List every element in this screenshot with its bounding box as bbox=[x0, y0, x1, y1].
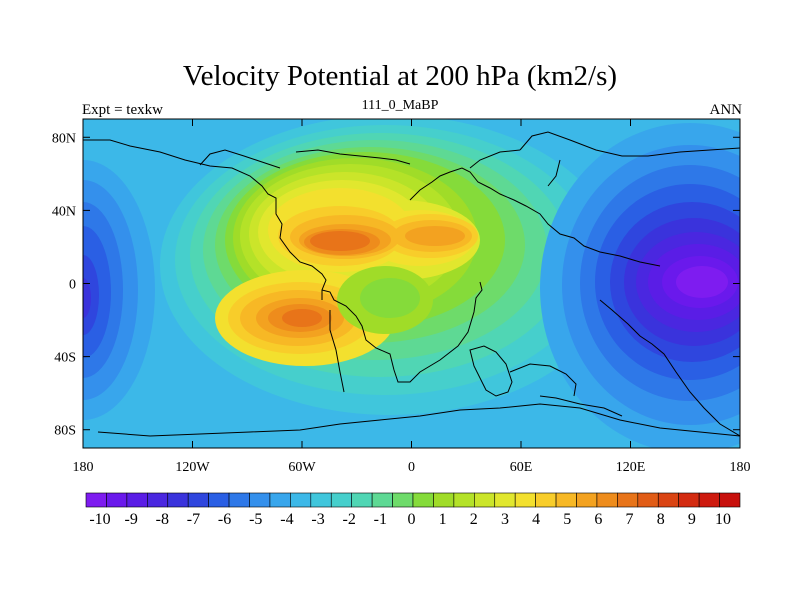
colorbar-swatch bbox=[106, 492, 128, 508]
colorbar-label: -3 bbox=[311, 511, 324, 528]
colorbar-swatch bbox=[290, 492, 312, 508]
coastlines bbox=[83, 131, 740, 437]
x-tick-label: 120E bbox=[616, 460, 646, 475]
colorbar-swatch bbox=[310, 492, 332, 508]
colorbar-swatch bbox=[514, 492, 536, 508]
x-tick-label: 180 bbox=[730, 460, 751, 475]
colorbar-swatch bbox=[249, 492, 271, 508]
colorbar-label: 8 bbox=[657, 511, 665, 528]
colorbar-swatch bbox=[698, 492, 720, 508]
experiment-label: Expt = texkw bbox=[82, 102, 163, 118]
colorbar-label: -8 bbox=[156, 511, 169, 528]
colorbar-swatch bbox=[678, 492, 700, 508]
colorbar-swatch bbox=[596, 492, 618, 508]
colorbar-label: 9 bbox=[688, 511, 696, 528]
colorbar-swatch bbox=[535, 492, 557, 508]
colorbar-swatch bbox=[371, 492, 393, 508]
colorbar-swatch bbox=[474, 492, 496, 508]
colorbar-label: 3 bbox=[501, 511, 509, 528]
colorbar-label: -1 bbox=[374, 511, 387, 528]
colorbar-swatch bbox=[453, 492, 475, 508]
x-tick-label: 180 bbox=[73, 460, 94, 475]
colorbar-swatch bbox=[392, 492, 414, 508]
colorbar-swatch bbox=[637, 492, 659, 508]
x-tick-label: 60E bbox=[510, 460, 533, 475]
colorbar-swatch bbox=[433, 492, 455, 508]
case-label: 111_0_MaBP bbox=[361, 98, 439, 113]
colorbar-swatch bbox=[555, 492, 577, 508]
colorbar-swatch bbox=[208, 492, 230, 508]
contour-field bbox=[83, 119, 740, 448]
colorbar-swatch bbox=[494, 492, 516, 508]
colorbar-label: 7 bbox=[626, 511, 634, 528]
colorbar-swatch bbox=[412, 492, 434, 508]
colorbar-swatch bbox=[657, 492, 679, 508]
colorbar-swatch bbox=[576, 492, 598, 508]
colorbar-swatch bbox=[187, 492, 209, 508]
colorbar-swatch bbox=[269, 492, 291, 508]
y-tick-label: 80N bbox=[52, 131, 76, 146]
colorbar-label: 1 bbox=[439, 511, 447, 528]
colorbar-label: 4 bbox=[532, 511, 540, 528]
chart-title: Velocity Potential at 200 hPa (km2/s) bbox=[182, 60, 618, 92]
y-axis: 80N 40N 0 40S 80S bbox=[52, 131, 740, 439]
colorbar-swatch bbox=[228, 492, 250, 508]
colorbar-label: -5 bbox=[249, 511, 262, 528]
colorbar-label: 0 bbox=[408, 511, 416, 528]
colorbar-swatch bbox=[85, 492, 107, 508]
colorbar-label: 6 bbox=[594, 511, 602, 528]
x-tick-label: 60W bbox=[288, 460, 316, 475]
colorbar-swatch bbox=[351, 492, 373, 508]
y-tick-label: 40S bbox=[54, 351, 76, 366]
colorbar-label: 10 bbox=[715, 511, 731, 528]
colorbar-swatch bbox=[330, 492, 352, 508]
colorbar-label: -2 bbox=[343, 511, 356, 528]
y-tick-label: 0 bbox=[69, 278, 76, 293]
colorbar-swatch bbox=[167, 492, 189, 508]
colorbar-label: -7 bbox=[187, 511, 200, 528]
y-tick-label: 80S bbox=[54, 424, 76, 439]
colorbar: -10 -9 -8 -7 -6 -5 -4 -3 -2 -1 0 1 2 3 4 5 6 7 8 9 10 bbox=[85, 492, 741, 528]
colorbar-label: -10 bbox=[89, 511, 110, 528]
colorbar-swatch bbox=[126, 492, 148, 508]
colorbar-label: 2 bbox=[470, 511, 478, 528]
colorbar-swatch bbox=[147, 492, 169, 508]
x-axis: 180 120W 60W 0 60E 120E 180 bbox=[73, 119, 751, 475]
colorbar-label: 5 bbox=[563, 511, 571, 528]
colorbar-swatch bbox=[719, 492, 741, 508]
colorbar-swatch bbox=[617, 492, 639, 508]
y-tick-label: 40N bbox=[52, 204, 76, 219]
colorbar-label: -6 bbox=[218, 511, 231, 528]
season-label: ANN bbox=[709, 102, 743, 118]
x-tick-label: 0 bbox=[408, 460, 415, 475]
colorbar-label: -4 bbox=[280, 511, 293, 528]
x-tick-label: 120W bbox=[175, 460, 210, 475]
colorbar-label: -9 bbox=[124, 511, 137, 528]
